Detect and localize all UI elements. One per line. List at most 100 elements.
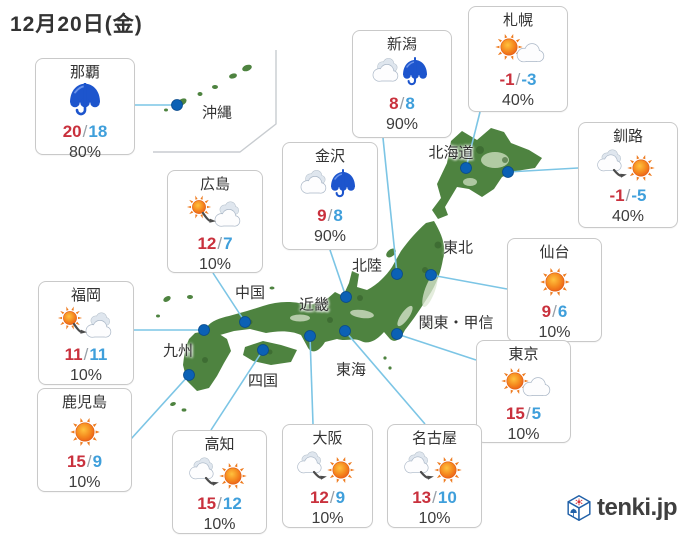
temperature-range: 15/12 (173, 493, 266, 514)
temp-separator: / (552, 302, 557, 321)
sunny-icon (69, 418, 100, 446)
temp-separator: / (217, 234, 223, 253)
high-temp: 12 (197, 234, 217, 253)
cloudy-then-sunny-icon (403, 451, 462, 483)
precipitation-probability: 10% (69, 367, 103, 384)
region-label-kinki[interactable]: 近畿 (298, 296, 330, 314)
city-marker-dot-kushiro (502, 166, 514, 178)
region-label-tokai[interactable]: 東海 (335, 361, 367, 379)
city-card-hiroshima[interactable]: 広島 12/7 10% (167, 170, 263, 273)
low-temp: 11 (89, 345, 108, 364)
temperature-range: 20/18 (36, 121, 134, 142)
city-marker-dot-hiroshima (239, 316, 251, 328)
city-card-sendai[interactable]: 仙台 9/6 10% (507, 238, 602, 342)
high-temp: 11 (64, 345, 83, 364)
precipitation-probability: 40% (501, 92, 535, 109)
city-card-kanazawa[interactable]: 金沢 9/8 90% (282, 142, 378, 250)
region-label-okinawa[interactable]: 沖縄 (201, 104, 233, 122)
connector-line-sendai (430, 274, 508, 290)
city-marker-dot-kagoshima (183, 369, 195, 381)
sunny-then-cloudy-icon (57, 306, 112, 338)
city-markers-layer (171, 99, 514, 381)
city-name: 広島 (199, 176, 230, 193)
region-label-hokuriku[interactable]: 北陸 (351, 257, 383, 275)
low-temp: 6 (557, 302, 568, 321)
city-card-kushiro[interactable]: 釧路 -1/-5 40% (578, 122, 678, 228)
precipitation-probability: 10% (418, 510, 451, 527)
logo-sun-icon (575, 498, 583, 506)
region-label-tohoku[interactable]: 東北 (442, 239, 474, 257)
connector-line-kushiro (507, 167, 579, 173)
city-card-kagoshima[interactable]: 鹿児島 15/9 10% (37, 388, 132, 492)
weather-icon-wrap (39, 306, 133, 344)
region-label-chugoku[interactable]: 中国 (234, 284, 266, 302)
temp-separator: / (327, 206, 333, 225)
low-temp: -3 (521, 70, 537, 89)
city-name: 那覇 (69, 64, 100, 81)
city-marker-dot-sendai (425, 269, 437, 281)
weather-icon-wrap (168, 195, 262, 233)
city-card-niigata[interactable]: 新潟 8/8 90% (352, 30, 452, 138)
cloudy-then-sunny-icon (296, 451, 355, 483)
temp-separator: / (515, 70, 521, 89)
weather-icon-wrap (469, 31, 567, 69)
connector-line-tokyo (396, 333, 477, 361)
city-marker-dot-tokyo (391, 328, 403, 340)
temperature-range: -1/-5 (579, 185, 677, 206)
sunny-cloudy-icon (500, 368, 550, 397)
precipitation-probability: 10% (68, 474, 101, 491)
hokkaido-landmass (432, 128, 542, 219)
sunny-cloudy-icon (495, 34, 545, 63)
connector-line-sapporo (465, 111, 481, 169)
precipitation-probability: 10% (311, 510, 344, 527)
precipitation-probability: 10% (507, 426, 540, 443)
high-temp: 15 (197, 494, 217, 513)
city-marker-dot-nagoya (339, 325, 351, 337)
city-card-fukuoka[interactable]: 福岡 11/11 10% (38, 281, 134, 385)
city-marker-dot-naha (171, 99, 183, 111)
low-temp: 12 (222, 494, 242, 513)
temp-separator: / (399, 94, 405, 113)
page-title: 12月20日(金) (10, 13, 143, 36)
temperature-range: 13/10 (388, 487, 481, 508)
inset-border (153, 50, 277, 153)
weather-icon-wrap (508, 263, 601, 301)
region-label-kanto-koshin[interactable]: 関東・甲信 (418, 314, 494, 332)
connector-line-hiroshima (212, 272, 246, 323)
cloudy-rainy-icon (372, 57, 427, 86)
temperature-range: 9/8 (283, 205, 377, 226)
high-temp: -1 (499, 70, 515, 89)
city-card-osaka[interactable]: 大阪 12/9 10% (282, 424, 373, 528)
low-temp: 9 (92, 452, 103, 471)
precipitation-probability: 10% (538, 324, 571, 341)
temp-separator: / (329, 488, 335, 507)
city-card-nagoya[interactable]: 名古屋 13/10 10% (387, 424, 482, 528)
precipitation-probability: 40% (611, 208, 645, 225)
high-temp: 20 (62, 122, 82, 141)
weather-icon-wrap (353, 55, 451, 93)
cloudy-rainy-icon (300, 169, 355, 198)
tenki-logo[interactable]: tenki.jp (566, 494, 678, 522)
region-label-kyushu[interactable]: 九州 (162, 342, 194, 360)
precipitation-probability: 90% (385, 116, 419, 133)
high-temp: -1 (609, 186, 625, 205)
city-card-naha[interactable]: 那覇 20/18 80% (35, 58, 135, 161)
sunny-icon (539, 268, 570, 296)
connector-line-osaka (309, 335, 314, 425)
weather-icon-wrap (173, 455, 266, 493)
low-temp: 5 (531, 404, 542, 423)
connector-lines-layer (130, 104, 579, 440)
region-label-shikoku[interactable]: 四国 (247, 372, 279, 390)
city-marker-dot-niigata (391, 268, 403, 280)
city-card-kochi[interactable]: 高知 15/12 10% (172, 430, 267, 534)
precipitation-probability: 90% (313, 228, 347, 245)
cloudy-then-sunny-icon (597, 149, 655, 181)
high-temp: 9 (317, 206, 327, 225)
city-marker-dot-kanazawa (340, 291, 352, 303)
city-name: 札幌 (502, 12, 533, 29)
connector-line-kanazawa (329, 249, 347, 298)
region-label-hokkaido[interactable]: 北海道 (428, 144, 474, 162)
city-card-tokyo[interactable]: 東京 15/5 10% (476, 340, 571, 443)
city-card-sapporo[interactable]: 札幌 -1/-3 40% (468, 6, 568, 112)
